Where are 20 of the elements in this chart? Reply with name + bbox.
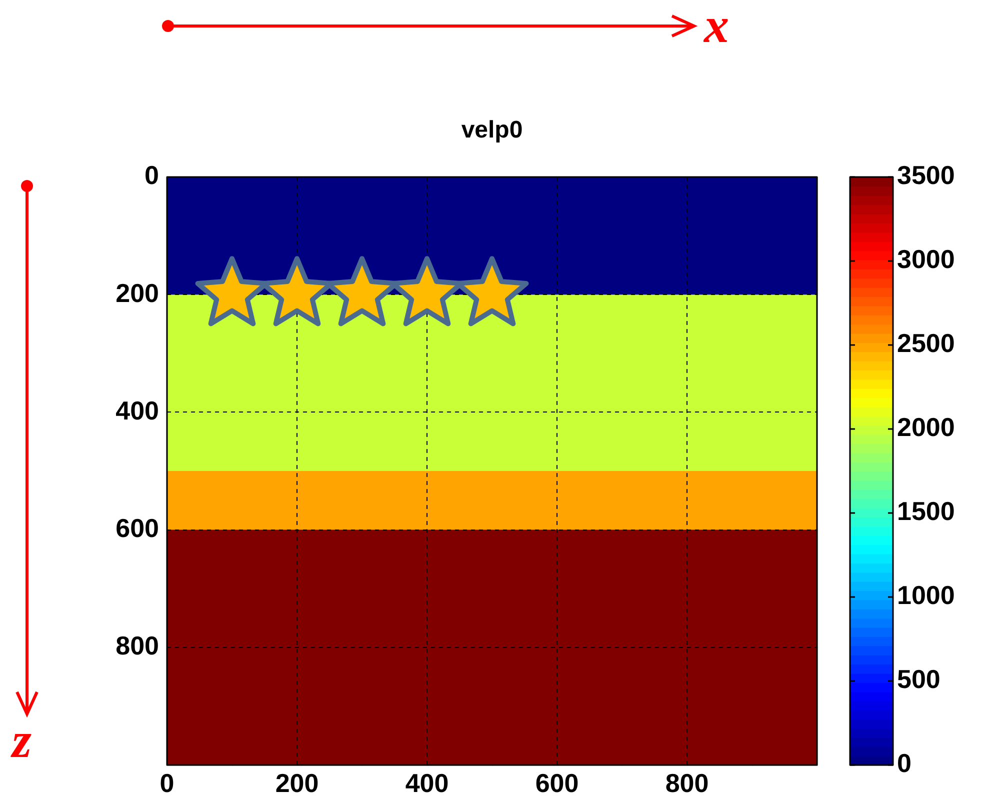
color-bar-label: 500	[897, 664, 940, 694]
color-bar-label: 3000	[897, 244, 955, 274]
y-tick-label: 0	[144, 160, 159, 190]
y-axis-title: z	[12, 712, 32, 768]
y-tick-label: 200	[116, 278, 159, 308]
color-bar-label: 1000	[897, 580, 955, 610]
x-tick-label: 200	[275, 768, 319, 798]
color-bar-label: 2000	[897, 412, 955, 442]
color-bar-label: 3500	[897, 160, 955, 190]
color-bar-label: 1500	[897, 496, 955, 526]
x-axis-title: x	[704, 0, 729, 53]
x-tick-label: 800	[665, 768, 709, 798]
color-bar-label: 2500	[897, 328, 955, 358]
chart-title: velp0	[461, 116, 523, 144]
x-tick-label: 600	[535, 768, 579, 798]
x-tick-label: 400	[405, 768, 449, 798]
y-tick-label: 600	[116, 512, 159, 543]
color-bar-label: 0	[897, 748, 912, 778]
y-tick-label: 800	[116, 630, 159, 661]
y-tick-label: 400	[116, 395, 159, 426]
